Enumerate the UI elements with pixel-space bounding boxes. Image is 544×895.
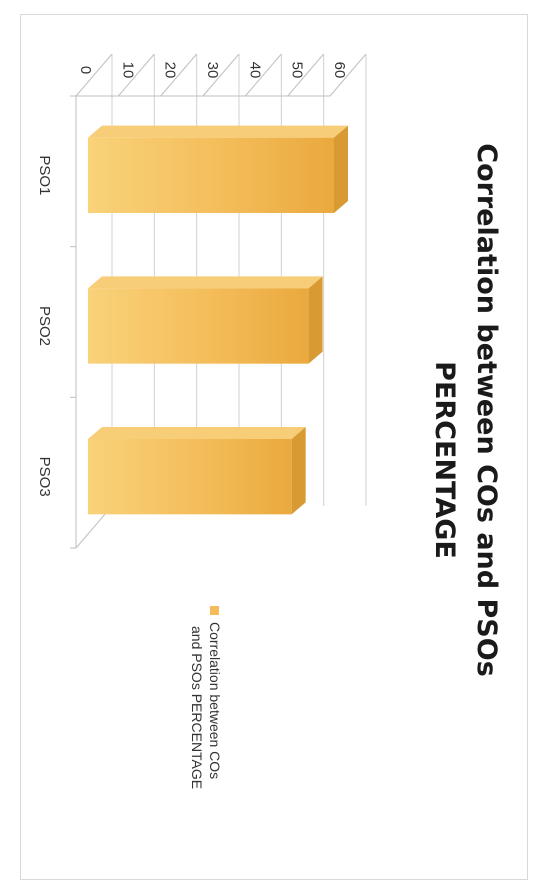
bar [88, 125, 348, 213]
gridline [329, 53, 367, 506]
value-tick-label: 20 [162, 62, 179, 79]
bars [88, 125, 348, 515]
chart-title-line: Correlation between COs and PSOs [471, 143, 502, 677]
value-tick-label: 0 [77, 66, 94, 74]
chart-title-line: PERCENTAGE [429, 361, 460, 559]
value-tick-label: 10 [119, 62, 136, 79]
category-tick-label: PSO2 [36, 306, 53, 346]
bar [88, 427, 306, 515]
plot-area: 0 10 20 30 40 50 60 PSO1 PSO2 PSO3 [36, 53, 367, 549]
legend-label: and PSOs PERCENTAGE [189, 626, 205, 789]
value-tick-label: 50 [289, 62, 306, 79]
category-tick-label: PSO1 [36, 155, 53, 195]
value-tick-label: 30 [204, 62, 221, 79]
value-tick-label: 60 [331, 62, 348, 79]
value-tick-label: 40 [246, 62, 263, 79]
bar [88, 276, 323, 364]
category-tick-labels: PSO1 PSO2 PSO3 [36, 155, 53, 496]
legend-swatch [210, 606, 219, 615]
legend-label: Correlation between COs [207, 622, 223, 779]
category-tick-label: PSO3 [36, 457, 53, 497]
value-tick-labels: 0 10 20 30 40 50 60 [77, 62, 348, 79]
chart-title: Correlation between COs and PSOs PERCENTA… [429, 143, 502, 677]
